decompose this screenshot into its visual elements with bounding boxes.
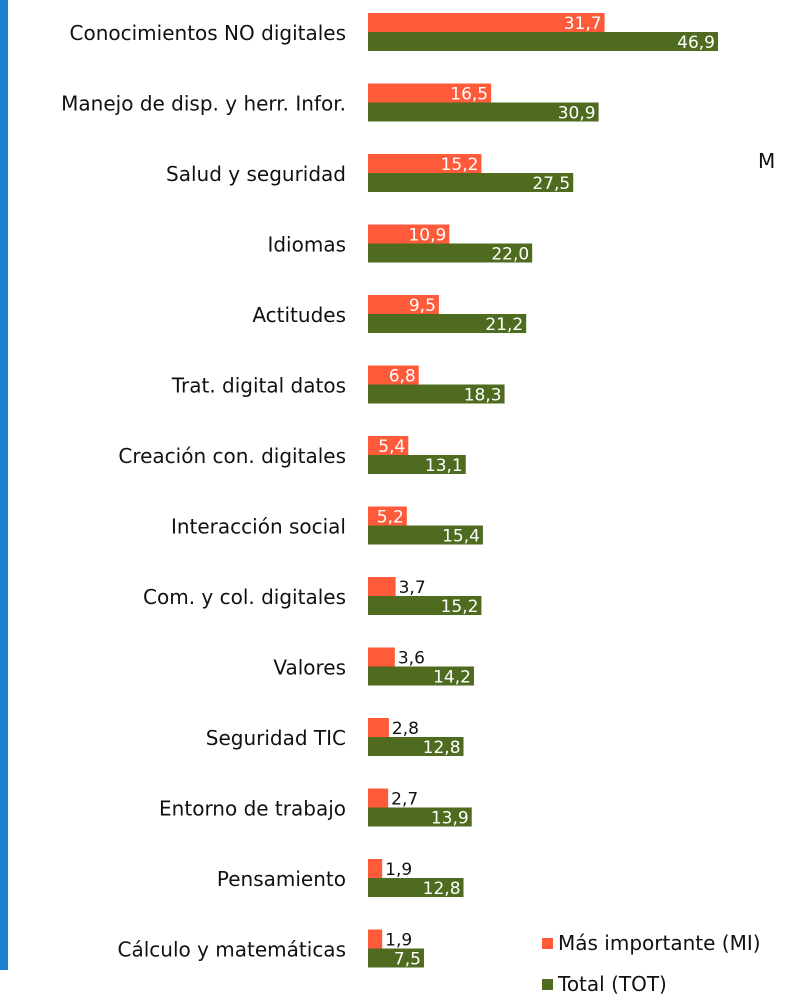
bar-mi xyxy=(368,929,383,949)
bar-mi xyxy=(368,577,396,596)
bar-total xyxy=(368,384,505,404)
category-label: Salud y seguridad xyxy=(166,162,346,186)
legend-label-total: Total (TOT) xyxy=(557,972,667,996)
bar-total xyxy=(368,173,574,192)
value-label-total: 18,3 xyxy=(464,386,502,406)
legend: Más importante (MI) Total (TOT) xyxy=(542,931,761,996)
value-label-mi: 1,9 xyxy=(385,860,412,880)
bar-total xyxy=(368,807,472,827)
category-label: Cálculo y matemáticas xyxy=(118,938,347,962)
category-label: Actitudes xyxy=(252,303,346,327)
bar-total xyxy=(368,243,533,263)
value-label-mi: 2,7 xyxy=(391,790,418,810)
value-label-mi: 10,9 xyxy=(408,226,446,246)
value-label-total: 13,9 xyxy=(431,809,469,829)
value-label-mi: 3,7 xyxy=(399,578,426,598)
bar-total xyxy=(368,455,466,474)
bar-mi xyxy=(368,718,389,737)
category-label: Conocimientos NO digitales xyxy=(70,21,346,45)
bar-mi xyxy=(368,436,409,455)
legend-swatch-total xyxy=(542,979,553,990)
bar-total xyxy=(368,102,599,122)
value-label-mi: 15,2 xyxy=(441,155,479,175)
category-label: Trat. digital datos xyxy=(171,374,346,398)
value-label-total: 22,0 xyxy=(491,245,529,265)
value-label-mi: 5,2 xyxy=(377,508,404,528)
value-label-mi: 16,5 xyxy=(450,85,488,105)
value-label-total: 13,1 xyxy=(425,456,463,476)
value-label-total: 30,9 xyxy=(558,104,596,124)
category-label: Idiomas xyxy=(267,233,346,257)
bar-mi xyxy=(368,295,439,314)
bar-mi xyxy=(368,154,482,173)
value-label-mi: 31,7 xyxy=(564,14,602,34)
category-label: Creación con. digitales xyxy=(118,444,346,468)
bar-total xyxy=(368,596,482,615)
value-label-mi: 5,4 xyxy=(378,437,405,457)
bar-total xyxy=(368,525,483,545)
category-label: Valores xyxy=(273,656,346,680)
value-label-total: 15,4 xyxy=(442,527,480,547)
bar-mi xyxy=(368,788,389,808)
category-labels: Conocimientos NO digitales Manejo de disp… xyxy=(61,21,346,962)
value-label-mi: 3,6 xyxy=(398,649,425,669)
value-label-total: 21,2 xyxy=(485,315,523,335)
value-labels: 31,7 46,9 16,5 30,9 15,2 27,5 10,9 22,0 9,5 21,2 6… xyxy=(377,14,715,970)
value-label-mi: 9,5 xyxy=(409,296,436,316)
bar-mi xyxy=(368,83,492,103)
bar-mi xyxy=(368,506,407,526)
value-label-total: 14,2 xyxy=(433,668,471,688)
value-label-total: 15,2 xyxy=(441,597,479,617)
value-label-mi: 1,9 xyxy=(385,931,412,951)
bar-total xyxy=(368,737,464,756)
category-label: Manejo de disp. y herr. Infor. xyxy=(61,92,346,116)
value-label-mi: 6,8 xyxy=(389,367,416,387)
left-accent-strip xyxy=(0,0,8,970)
legend-label-mi: Más importante (MI) xyxy=(558,931,761,955)
bar-total xyxy=(368,314,527,333)
category-label: Pensamiento xyxy=(217,867,346,891)
bar-mi xyxy=(368,224,450,244)
value-label-mi: 2,8 xyxy=(392,719,419,739)
bar-total xyxy=(368,878,464,897)
value-label-total: 46,9 xyxy=(677,33,715,53)
category-label: Interacción social xyxy=(171,515,346,539)
bar-mi xyxy=(368,13,605,32)
clipped-text: M xyxy=(758,149,775,173)
bar-mi xyxy=(368,647,395,667)
category-label: Entorno de trabajo xyxy=(159,797,346,821)
bar-mi xyxy=(368,859,383,878)
bar-total xyxy=(368,948,424,968)
bar-mi xyxy=(368,365,419,385)
bars xyxy=(368,13,718,968)
legend-swatch-mi xyxy=(542,938,553,949)
bar-total xyxy=(368,32,718,51)
category-label: Com. y col. digitales xyxy=(143,585,346,609)
value-label-total: 12,8 xyxy=(423,879,461,899)
value-label-total: 12,8 xyxy=(423,738,461,758)
bar-total xyxy=(368,666,474,686)
value-label-total: 7,5 xyxy=(394,950,421,970)
category-label: Seguridad TIC xyxy=(206,726,346,750)
value-label-total: 27,5 xyxy=(532,174,570,194)
